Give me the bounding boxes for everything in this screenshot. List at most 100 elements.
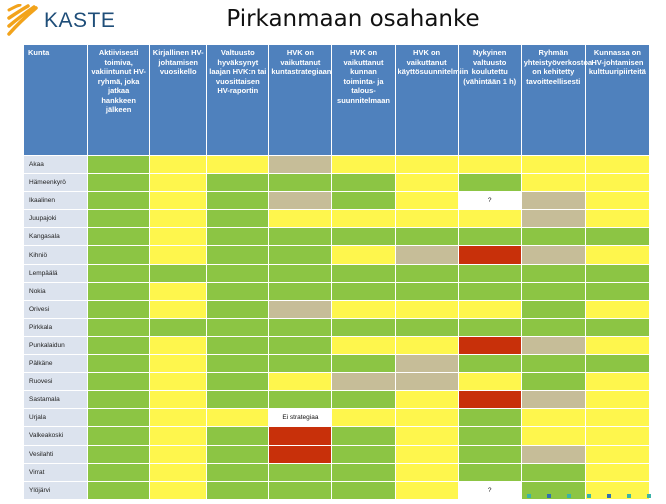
status-cell: [520, 154, 586, 175]
status-cell: [149, 480, 208, 500]
status-cell: [149, 209, 208, 229]
status-cell: [457, 372, 522, 392]
status-cell: [206, 480, 270, 500]
column-header-kulttuuripiirteet: Kunnassa on HV-johtamisen kulttuuripiirt…: [584, 44, 651, 156]
status-cell: [394, 372, 459, 392]
status-cell: [87, 480, 151, 500]
table-body: Akaa Hämeenkyrö Ikaalinen? Juupajoki Kangasa…: [22, 154, 651, 500]
municipality-name-cell: Vesilahti: [22, 444, 89, 464]
column-header-yhteistyoverkosto: Ryhmän yhteistyöverkostoa on kehitetty t…: [520, 44, 592, 156]
status-cell: [87, 408, 151, 428]
decor-square: [587, 494, 591, 498]
status-cell: [394, 191, 459, 211]
status-cell: [457, 209, 522, 229]
status-cell: [268, 426, 333, 446]
status-cell: [457, 173, 522, 193]
status-cell: [584, 245, 651, 265]
status-cell: [584, 281, 651, 301]
status-cell: [268, 354, 333, 374]
status-cell: [331, 462, 396, 482]
status-cell: [331, 299, 396, 319]
kaste-logo: KASTE: [6, 4, 136, 38]
status-cell: [394, 299, 459, 319]
status-cell: [206, 209, 270, 229]
column-header-valtuusto-koulutettu: Nykyinen valtuusto koulutettu (vähintään…: [457, 44, 522, 156]
status-cell: [457, 444, 522, 464]
status-cell: [87, 154, 151, 175]
status-cell: [87, 299, 151, 319]
status-cell: [206, 263, 270, 283]
municipality-name-cell: Sastamala: [22, 390, 89, 410]
column-header-hv-ryhma: Aktiivisesti toimiva, vakiintunut HV-ryh…: [87, 44, 151, 156]
status-cell: [149, 444, 208, 464]
status-cell: [584, 317, 651, 337]
status-cell: [87, 317, 151, 337]
status-cell: [584, 173, 651, 193]
column-header-vuosikello: Kirjallinen HV-johtamisen vuosikello: [149, 44, 208, 156]
municipality-name-cell: Valkeakoski: [22, 426, 89, 446]
table-row: Akaa: [22, 154, 651, 175]
status-cell: [520, 173, 586, 193]
status-cell: [520, 426, 586, 446]
municipality-name-cell: Virrat: [22, 462, 89, 482]
status-cell: [331, 173, 396, 193]
municipality-name-cell: Akaa: [22, 154, 89, 175]
status-cell: [149, 173, 208, 193]
status-cell: [394, 354, 459, 374]
status-cell: [584, 372, 651, 392]
status-cell: [268, 154, 333, 175]
status-cell: [149, 408, 208, 428]
status-cell: [331, 227, 396, 247]
table-row: Pälkäne: [22, 354, 651, 374]
status-cell: [331, 263, 396, 283]
status-cell: [331, 209, 396, 229]
brand-name: KASTE: [44, 9, 116, 32]
status-cell: Ei strategiaa: [268, 408, 333, 428]
status-cell: [584, 444, 651, 464]
status-cell: [394, 444, 459, 464]
table-row: Punkalaidun: [22, 335, 651, 356]
status-cell: [457, 317, 522, 337]
table-row: Pirkkala: [22, 317, 651, 337]
status-cell: [457, 227, 522, 247]
status-cell: [331, 281, 396, 301]
status-cell: [331, 408, 396, 428]
status-cell: [87, 281, 151, 301]
status-cell: [87, 263, 151, 283]
status-cell: [149, 335, 208, 356]
status-cell: [331, 154, 396, 175]
municipality-name-cell: Urjala: [22, 408, 89, 428]
status-cell: [394, 480, 459, 500]
status-cell: [457, 335, 522, 356]
status-cell: [87, 227, 151, 247]
status-cell: [149, 390, 208, 410]
status-cell: [584, 227, 651, 247]
column-header-kayttosuunnitelmat: HVK on vaikuttanut käyttösuunnitelmiin: [394, 44, 468, 156]
municipality-name-cell: Pälkäne: [22, 354, 89, 374]
status-cell: [331, 372, 396, 392]
column-header-talous-suunnitelma: HVK on vaikuttanut kunnan toiminta- ja t…: [331, 44, 396, 156]
status-cell: [394, 335, 459, 356]
municipality-name-cell: Nokia: [22, 281, 89, 301]
status-cell: [268, 245, 333, 265]
status-cell: [206, 191, 270, 211]
table-row: Vesilahti: [22, 444, 651, 464]
municipality-name-cell: Hämeenkyrö: [22, 173, 89, 193]
status-cell: [268, 317, 333, 337]
municipality-name-cell: Ylöjärvi: [22, 480, 89, 500]
status-cell: ?: [457, 480, 522, 500]
municipality-name-cell: Pirkkala: [22, 317, 89, 337]
status-cell: [268, 299, 333, 319]
status-cell: [584, 462, 651, 482]
status-cell: [268, 227, 333, 247]
municipality-name-cell: Ruovesi: [22, 372, 89, 392]
status-cell: [87, 426, 151, 446]
status-cell: [268, 372, 333, 392]
status-cell: [87, 444, 151, 464]
status-cell: [520, 299, 586, 319]
status-cell: [394, 227, 459, 247]
status-cell: [457, 462, 522, 482]
table-row: Kihniö: [22, 245, 651, 265]
table-row: Virrat: [22, 462, 651, 482]
status-cell: [87, 245, 151, 265]
